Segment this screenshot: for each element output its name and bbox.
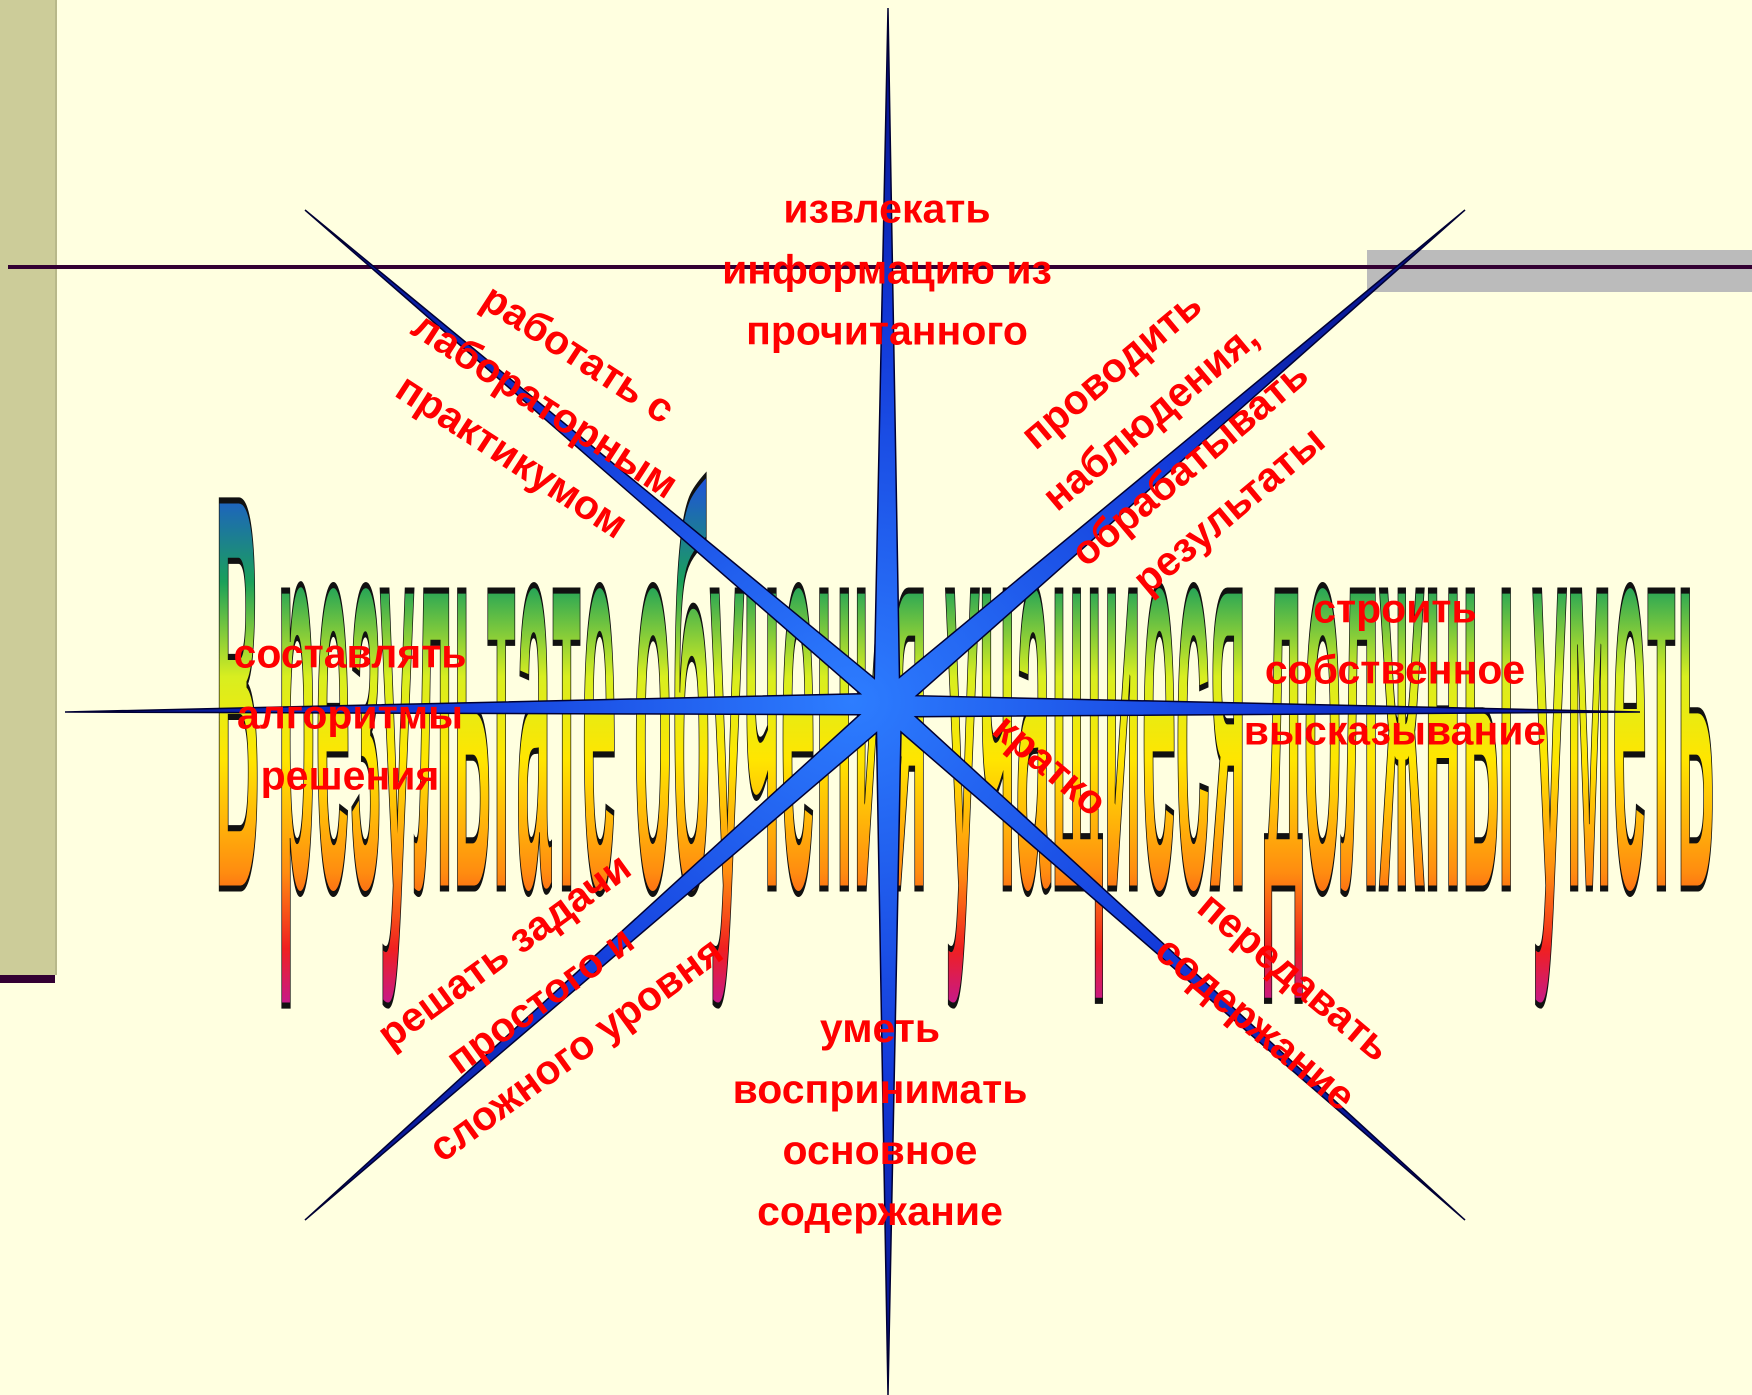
left-sidebar [0,0,57,975]
header-rule [8,265,1752,269]
skill-label-perceive: уметь воспринимать основное содержание [732,1005,1028,1234]
skill-label-extract-info: извлекать информацию из прочитанного [722,185,1052,354]
skill-label-statement: строить собственное высказывание [1243,585,1547,754]
header-accent-bar [1367,250,1752,292]
sidebar-divider [0,975,55,983]
eight-point-star [64,7,1641,1395]
wordart-title: В результате обучения учащиеся должны ум… [214,378,1717,1013]
skill-label-algorithms: составлять алгоритмы решения [233,630,467,799]
wordart-text: В результате обучения учащиеся должны ум… [215,379,1715,1011]
